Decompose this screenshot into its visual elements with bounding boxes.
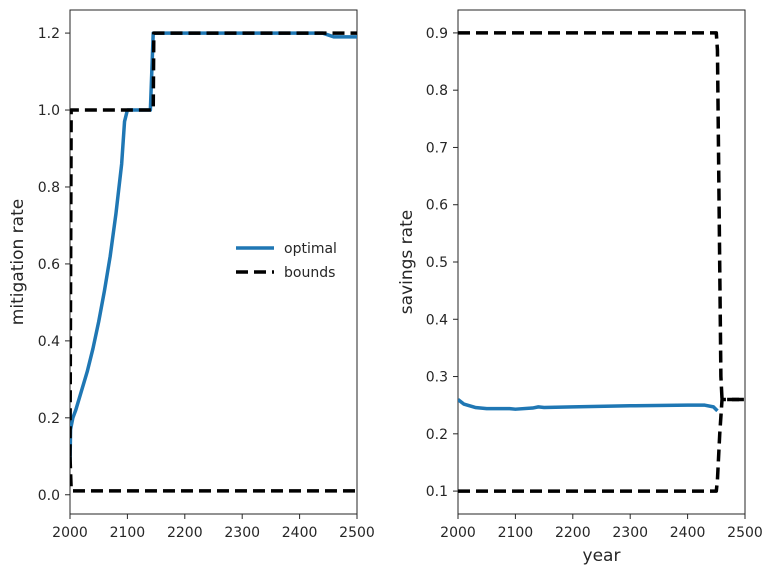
y-axis-label: savings rate — [397, 210, 417, 314]
legend: optimal bounds — [236, 241, 337, 281]
y-tick-label: 0.8 — [38, 180, 60, 196]
y-tick-label: 0.3 — [426, 370, 448, 386]
x-tick-label: 2400 — [282, 525, 318, 541]
y-tick-label: 0.2 — [426, 427, 448, 443]
x-tick-label: 2100 — [498, 525, 534, 541]
y-tick-label: 0.4 — [426, 312, 448, 328]
x-ticks: 2000 2100 2200 2300 2400 2500 — [440, 514, 763, 541]
x-tick-label: 2200 — [167, 525, 203, 541]
savings-rate-plot: 0.1 0.2 0.3 0.4 0.5 0.6 0.7 0.8 0.9 2000 2100 2200… — [397, 9, 763, 566]
y-axis-label: mitigation rate — [8, 199, 28, 325]
x-tick-label: 2100 — [110, 525, 146, 541]
x-tick-label: 2300 — [224, 525, 260, 541]
series-line-bounds — [458, 397, 745, 493]
y-tick-label: 0.8 — [426, 83, 448, 99]
plot-area-frame — [69, 9, 358, 515]
series-lines — [70, 31, 357, 493]
x-tick-label: 2000 — [440, 525, 476, 541]
x-ticks: 2000 2100 2200 2300 2400 2500 — [52, 514, 375, 541]
y-tick-label: 0.6 — [426, 198, 448, 214]
x-tick-label: 2500 — [339, 525, 375, 541]
y-tick-label: 0.5 — [426, 255, 448, 271]
y-tick-label: 1.0 — [38, 103, 60, 119]
x-axis-label: year — [583, 546, 621, 566]
legend-label-bounds: bounds — [284, 265, 335, 281]
mitigation-rate-plot: 0.0 0.2 0.4 0.6 0.8 1.0 1.2 2000 2100 2200 2300 24… — [8, 9, 375, 541]
y-tick-label: 1.2 — [38, 26, 60, 42]
legend-label-optimal: optimal — [284, 241, 337, 257]
y-tick-label: 0.6 — [38, 257, 60, 273]
y-ticks: 0.0 0.2 0.4 0.6 0.8 1.0 1.2 — [38, 26, 70, 504]
x-tick-label: 2200 — [555, 525, 591, 541]
series-lines — [458, 31, 745, 493]
y-tick-label: 0.7 — [426, 140, 448, 156]
x-tick-label: 2500 — [727, 525, 763, 541]
y-tick-label: 0.1 — [426, 484, 448, 500]
y-ticks: 0.1 0.2 0.3 0.4 0.5 0.6 0.7 0.8 0.9 — [426, 26, 458, 500]
series-line-bounds — [70, 31, 357, 457]
y-tick-label: 0.0 — [38, 488, 60, 504]
x-tick-label: 2000 — [52, 525, 88, 541]
y-tick-label: 0.2 — [38, 411, 60, 427]
x-tick-label: 2400 — [670, 525, 706, 541]
series-line-bounds — [458, 31, 745, 402]
series-line-optimal — [458, 398, 719, 413]
y-tick-label: 0.4 — [38, 334, 60, 350]
y-tick-label: 0.9 — [426, 26, 448, 42]
x-tick-label: 2300 — [612, 525, 648, 541]
plot-area-frame — [457, 9, 746, 515]
